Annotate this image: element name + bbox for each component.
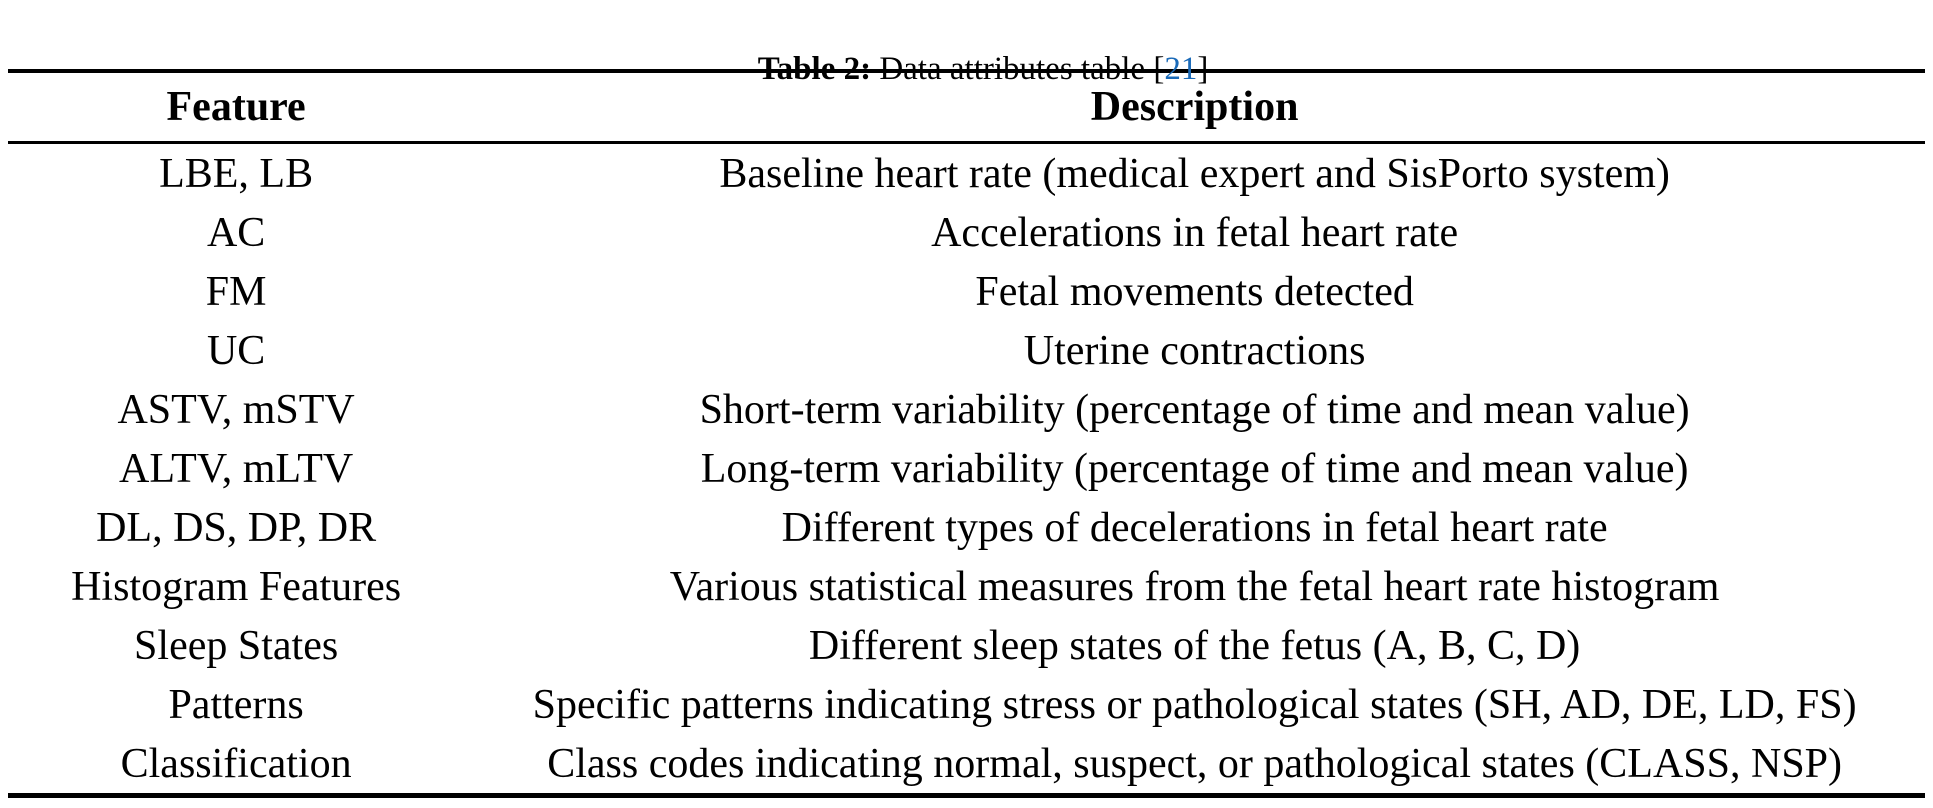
table-row: ASTV, mSTV Short-term variability (perce… bbox=[8, 380, 1925, 439]
table-row: Histogram Features Various statistical m… bbox=[8, 557, 1925, 616]
description-cell: Fetal movements detected bbox=[975, 268, 1414, 315]
description-cell: Long-term variability (percentage of tim… bbox=[700, 445, 1689, 492]
table-row: Classification Class codes indicating no… bbox=[8, 734, 1925, 796]
table-caption-label: Table 2: bbox=[757, 51, 872, 88]
description-cell: Short-term variability (percentage of ti… bbox=[699, 386, 1690, 433]
table-caption-text: Data attributes table bbox=[871, 51, 1154, 88]
table-row: ALTV, mLTV Long-term variability (percen… bbox=[8, 439, 1925, 498]
table-row: UC Uterine contractions bbox=[8, 321, 1925, 380]
feature-cell: ALTV, mLTV bbox=[119, 445, 354, 492]
citation-bracket-close: ] bbox=[1197, 51, 1209, 88]
description-cell: Various statistical measures from the fe… bbox=[669, 563, 1720, 610]
feature-cell: Classification bbox=[120, 740, 352, 787]
feature-cell: Sleep States bbox=[134, 622, 339, 669]
feature-cell: LBE, LB bbox=[159, 150, 314, 197]
table-row: AC Accelerations in fetal heart rate bbox=[8, 203, 1925, 262]
description-cell: Accelerations in fetal heart rate bbox=[931, 209, 1459, 256]
feature-cell: UC bbox=[206, 327, 266, 374]
feature-cell: DL, DS, DP, DR bbox=[96, 504, 377, 551]
description-cell: Uterine contractions bbox=[1023, 327, 1366, 374]
citation-link[interactable]: 21 bbox=[1164, 51, 1198, 88]
feature-cell: Patterns bbox=[168, 681, 304, 728]
table-row: FM Fetal movements detected bbox=[8, 262, 1925, 321]
table-row: Sleep States Different sleep states of t… bbox=[8, 616, 1925, 675]
citation-bracket-open: [ bbox=[1153, 51, 1165, 88]
table-caption: Table 2: Data attributes table [21] bbox=[0, 0, 1933, 87]
description-cell: Class codes indicating normal, suspect, … bbox=[547, 740, 1843, 787]
data-attributes-table: Feature Description LBE, LB Baseline hea… bbox=[8, 69, 1925, 798]
description-cell: Different types of decelerations in feta… bbox=[781, 504, 1608, 551]
description-cell: Specific patterns indicating stress or p… bbox=[532, 681, 1857, 728]
description-cell: Different sleep states of the fetus (A, … bbox=[808, 622, 1581, 669]
table-row: LBE, LB Baseline heart rate (medical exp… bbox=[8, 143, 1925, 204]
column-header-feature: Feature bbox=[8, 71, 465, 144]
feature-cell: Histogram Features bbox=[71, 563, 402, 610]
description-cell: Baseline heart rate (medical expert and … bbox=[719, 150, 1670, 197]
feature-cell: FM bbox=[205, 268, 267, 315]
table-header-row: Feature Description bbox=[8, 71, 1925, 144]
table-row: DL, DS, DP, DR Different types of decele… bbox=[8, 498, 1925, 557]
table-row: Patterns Specific patterns indicating st… bbox=[8, 675, 1925, 734]
feature-cell: ASTV, mSTV bbox=[117, 386, 355, 433]
feature-cell: AC bbox=[206, 209, 266, 256]
column-header-description: Description bbox=[464, 71, 1925, 144]
